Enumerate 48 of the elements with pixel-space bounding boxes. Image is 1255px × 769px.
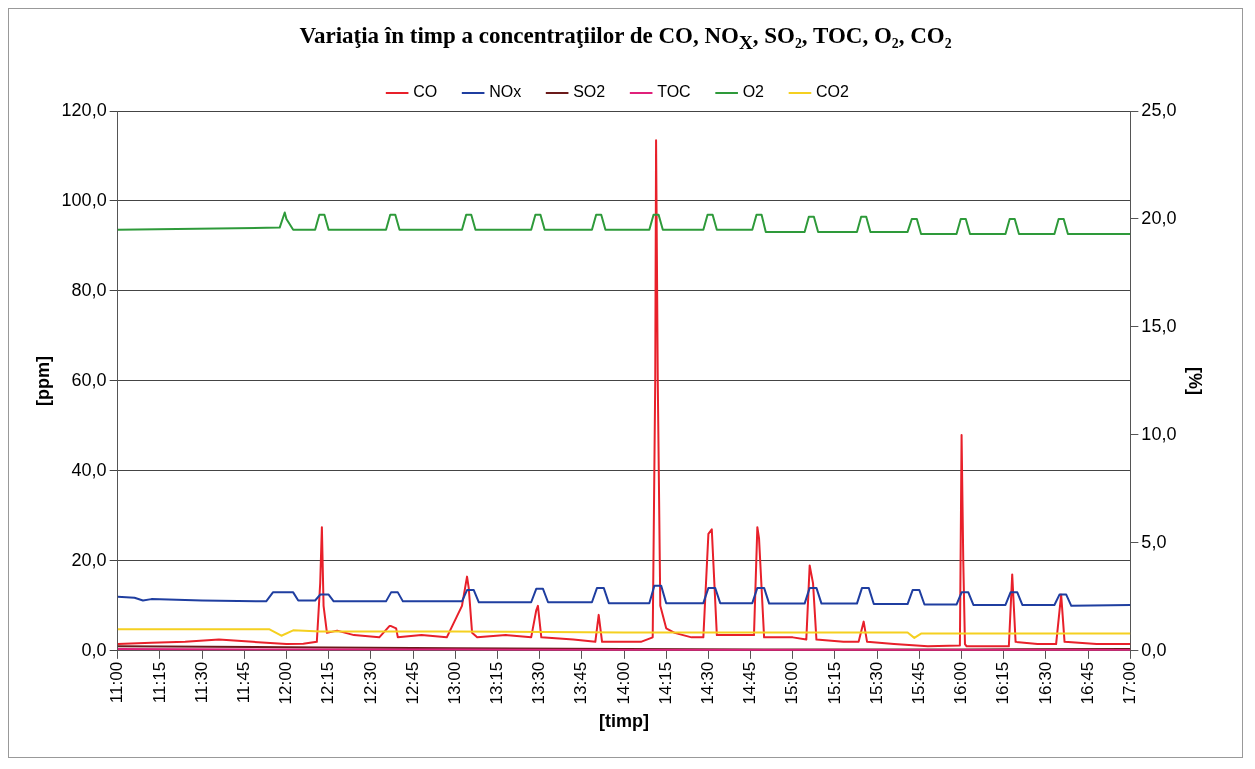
y-tick-label: 60,0: [71, 369, 107, 390]
x-tick-label: 12:45: [402, 661, 422, 705]
x-tick-label: 11:15: [149, 661, 169, 704]
x-tick-label: 14:15: [655, 661, 675, 705]
x-tick-label: 13:30: [529, 661, 549, 705]
y2-tick-label: 10,0: [1141, 423, 1177, 444]
legend-label: CO2: [815, 83, 849, 101]
chart-title: Variaţia în timp a concentraţiilor de CO, NO$_{X}$, SO₂, TOC, O₂, CO₂: [298, 23, 953, 54]
x-tick-label: 15:15: [824, 661, 844, 705]
y2-tick-label: 25,0: [1141, 99, 1177, 120]
y2-tick-label: 20,0: [1141, 207, 1177, 228]
x-tick-label: 12:15: [318, 661, 338, 705]
x-tick-label: 12:00: [276, 661, 296, 705]
legend-label: CO: [413, 83, 438, 101]
x-tick-label: 11:45: [233, 661, 253, 704]
x-tick-label: 11:00: [107, 661, 127, 704]
y-tick-label: 40,0: [71, 459, 107, 480]
x-tick-label: 16:15: [993, 661, 1013, 705]
x-tick-label: 14:30: [698, 661, 718, 705]
y2-tick-label: 5,0: [1141, 531, 1167, 552]
y2-tick-label: 15,0: [1141, 315, 1177, 336]
y2-tick-label: 0,0: [1141, 639, 1167, 660]
x-tick-label: 14:45: [740, 661, 760, 705]
legend-label: SO2: [573, 83, 606, 101]
x-tick-label: 12:30: [360, 661, 380, 705]
x-tick-label: 13:00: [444, 661, 464, 705]
x-tick-label: 13:15: [487, 661, 507, 705]
x-tick-label: 17:00: [1120, 661, 1140, 705]
x-tick-label: 11:30: [191, 661, 211, 704]
y-tick-label: 0,0: [81, 639, 107, 660]
x-tick-label: 15:30: [866, 661, 886, 705]
y-tick-label: 80,0: [71, 279, 107, 300]
legend-label: NOx: [489, 83, 522, 101]
y-axis-title: [ppm]: [32, 355, 53, 406]
x-tick-label: 14:00: [613, 661, 633, 705]
x-axis-title: [timp]: [599, 711, 649, 732]
x-tick-label: 16:30: [1035, 661, 1055, 705]
y2-axis-title: [%]: [1185, 366, 1206, 395]
x-tick-label: 15:45: [909, 661, 929, 705]
x-tick-label: 13:45: [571, 661, 591, 705]
y-tick-label: 100,0: [61, 189, 107, 210]
x-tick-label: 16:45: [1077, 661, 1097, 705]
legend-label: TOC: [657, 83, 691, 101]
x-tick-label: 16:00: [951, 661, 971, 705]
legend-label: O2: [742, 83, 765, 101]
y-tick-label: 120,0: [61, 99, 107, 120]
x-tick-label: 15:00: [782, 661, 802, 705]
y-tick-label: 20,0: [71, 549, 107, 570]
